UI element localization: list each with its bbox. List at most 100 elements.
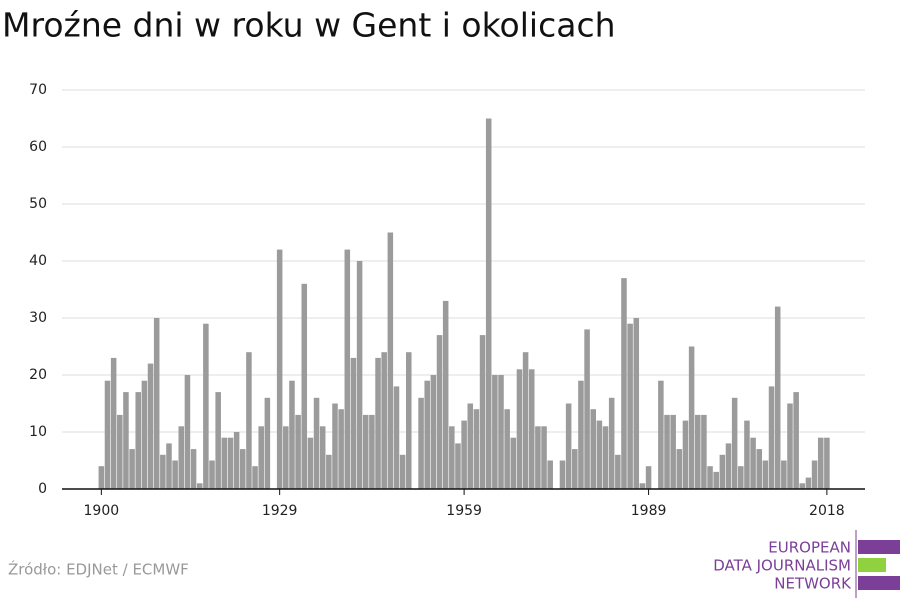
bar	[98, 466, 105, 489]
bar	[572, 449, 578, 489]
bar	[326, 454, 332, 489]
bar	[369, 414, 375, 489]
bar	[510, 437, 517, 489]
bar	[190, 449, 197, 489]
bar	[738, 466, 744, 489]
bar	[516, 369, 523, 489]
logo-bar	[858, 558, 886, 572]
bar	[627, 323, 633, 489]
x-tick-label: 1900	[84, 503, 120, 519]
bar	[781, 460, 787, 489]
y-tick-label: 20	[29, 367, 47, 383]
bar	[252, 466, 258, 489]
bar	[608, 397, 615, 489]
bar	[535, 426, 541, 489]
bar	[455, 443, 461, 489]
bar	[473, 409, 480, 489]
bar	[793, 392, 799, 489]
bar	[196, 483, 203, 489]
x-tick-label: 1989	[631, 503, 667, 519]
bar	[264, 397, 271, 489]
bar	[596, 420, 603, 489]
bar	[762, 460, 769, 489]
bar	[731, 397, 738, 489]
bar	[467, 403, 474, 489]
bar	[141, 380, 148, 489]
bar	[160, 454, 166, 489]
bar	[707, 466, 713, 489]
y-tick-label: 10	[29, 424, 47, 440]
bar	[645, 466, 652, 489]
x-tick-label: 1929	[262, 503, 298, 519]
bar	[694, 414, 701, 489]
bar	[621, 278, 627, 489]
bar	[498, 375, 504, 489]
bar	[701, 414, 707, 489]
bar	[479, 335, 486, 489]
bar	[276, 249, 283, 489]
bar	[319, 426, 326, 489]
bar	[313, 397, 320, 489]
bar	[522, 352, 529, 489]
bar	[123, 392, 129, 489]
logo-bar	[858, 576, 900, 590]
bar	[166, 443, 172, 489]
bar	[283, 426, 289, 489]
bar	[135, 392, 142, 489]
bar	[750, 437, 756, 489]
bar	[172, 460, 178, 489]
bar	[129, 449, 135, 489]
bar	[682, 420, 689, 489]
bar	[485, 118, 492, 489]
bar	[240, 449, 246, 489]
bar	[246, 352, 252, 489]
bar	[584, 329, 590, 489]
bar	[744, 420, 750, 489]
bar	[418, 397, 424, 489]
bar	[387, 232, 394, 489]
bar	[178, 426, 185, 489]
bar	[676, 449, 683, 489]
bar	[492, 375, 498, 489]
bar	[332, 403, 338, 489]
bar	[787, 403, 793, 489]
logo-text: EUROPEAN	[768, 539, 851, 557]
source: Źródło: EDJNet / ECMWF	[8, 560, 189, 579]
bar	[375, 357, 381, 489]
bar	[295, 414, 301, 489]
bar	[338, 409, 344, 489]
bar	[725, 443, 732, 489]
bar	[362, 414, 369, 489]
bar	[227, 437, 234, 489]
bar	[424, 380, 430, 489]
bar	[805, 477, 812, 489]
y-tick-label: 70	[29, 82, 47, 98]
bar	[203, 323, 209, 489]
bar	[209, 460, 215, 489]
bar	[406, 352, 412, 489]
bar	[528, 369, 535, 489]
bar	[541, 426, 547, 489]
bar	[461, 420, 467, 489]
bar	[147, 363, 154, 489]
logo-bar	[858, 540, 900, 554]
bar	[449, 426, 455, 489]
bar	[350, 357, 357, 489]
bar	[768, 386, 775, 489]
bar	[817, 437, 824, 489]
y-tick-label: 40	[29, 253, 47, 269]
bar	[104, 380, 111, 489]
chart-title: Mroźne dni w roku w Gent i okolicach	[2, 6, 616, 45]
x-tick-label: 2018	[809, 503, 845, 519]
bar	[381, 352, 387, 489]
bar	[756, 449, 763, 489]
bar	[153, 318, 160, 489]
bar	[221, 437, 228, 489]
bar	[233, 432, 240, 489]
bar	[504, 409, 510, 489]
bar	[670, 414, 676, 489]
bar	[184, 375, 191, 489]
logo: EUROPEAN DATA JOURNALISM NETWORK	[713, 530, 900, 598]
bar	[258, 426, 264, 489]
